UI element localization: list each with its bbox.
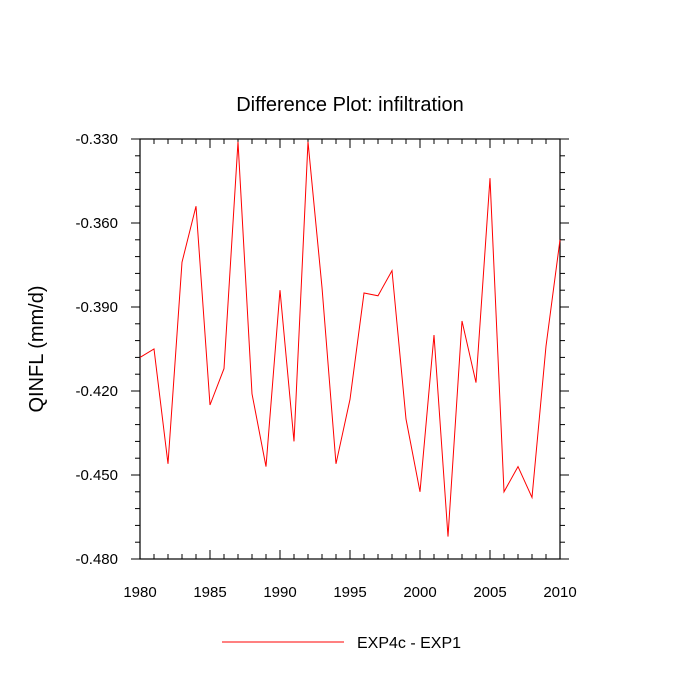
chart-title: Difference Plot: infiltration [236,94,464,116]
y-tick-label: -0.480 [75,551,118,568]
series-layer [139,141,561,537]
x-tick-label: 1995 [333,584,366,601]
plot-frame [139,138,561,560]
x-tick-label: 1985 [193,584,226,601]
minor-ticks [135,139,565,559]
x-tick-label: 2010 [543,584,576,601]
y-tick-label: -0.330 [75,131,118,148]
series-line-exp4c-exp1 [139,141,561,537]
legend: EXP4c - EXP1 [222,635,461,652]
y-tick-label: -0.360 [75,215,118,232]
x-tick-label: 1980 [123,584,156,601]
y-tick-label: -0.390 [75,299,118,316]
y-tick-labels: -0.330 -0.360 -0.390 -0.420 -0.450 -0.480 [75,131,118,568]
y-tick-label: -0.450 [75,467,118,484]
y-tick-label: -0.420 [75,383,118,400]
x-tick-label: 1990 [263,584,296,601]
x-tick-label: 2000 [403,584,436,601]
legend-label-exp4c-exp1: EXP4c - EXP1 [357,635,461,652]
y-axis-label: QINFL (mm/d) [26,285,48,412]
x-tick-labels: 1980 1985 1990 1995 2000 2005 2010 [123,584,576,601]
major-ticks [131,138,569,560]
x-tick-label: 2005 [473,584,506,601]
